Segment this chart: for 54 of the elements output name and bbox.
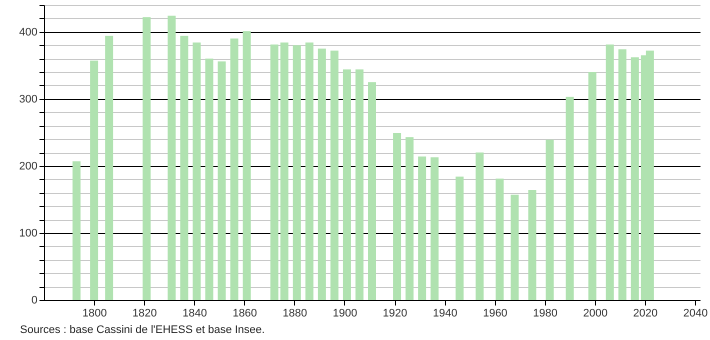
x-tick-label: 1940 [432,308,458,320]
bar [510,194,519,300]
bar [90,60,98,300]
bar [280,42,288,300]
y-tick-label: 100 [19,227,38,240]
bar [330,50,338,300]
x-tick-label: 1800 [82,308,107,320]
x-tick-label: 1860 [232,308,258,320]
x-tick-label: 2040 [683,308,708,320]
bar [318,48,326,300]
bar [528,190,536,300]
x-tick-label: 2000 [583,308,608,320]
bar [566,96,574,300]
x-tick-label: 1960 [482,308,508,320]
y-tick-label: 200 [19,160,38,172]
bar [142,17,151,300]
bar [168,16,176,300]
bar [305,42,314,300]
x-tick-label: 1880 [282,308,308,320]
bar [588,72,596,300]
x-tick-label: 2020 [633,308,658,320]
bar [218,61,226,300]
bar [205,58,214,300]
bar [292,45,301,300]
bar [192,42,201,300]
y-tick-label: 0 [31,294,38,306]
y-tick-label: 400 [19,26,38,38]
bar [105,36,114,300]
bar [546,140,554,300]
bar [606,44,614,300]
bar [342,69,351,300]
x-tick-label: 1900 [332,308,358,320]
bar [355,69,364,300]
source-note: Sources : base Cassini de l'EHESS et base Insee. [20,324,265,336]
y-tick-label: 300 [19,93,38,106]
bar [406,137,414,300]
x-tick-label: 1820 [132,308,157,320]
x-tick-label: 1920 [382,308,408,320]
bar [430,157,439,300]
bar [630,57,639,300]
bar [72,161,81,300]
x-tick-label: 1840 [182,308,207,320]
bar [418,156,426,300]
bar [476,152,484,300]
bar [618,49,626,300]
bar [180,36,188,300]
bar [242,31,251,300]
bar [230,38,238,300]
bar [496,178,504,300]
bar [270,44,278,300]
bar [456,176,464,300]
bar [368,82,376,300]
bar [393,133,402,300]
x-tick-label: 1980 [533,308,558,320]
